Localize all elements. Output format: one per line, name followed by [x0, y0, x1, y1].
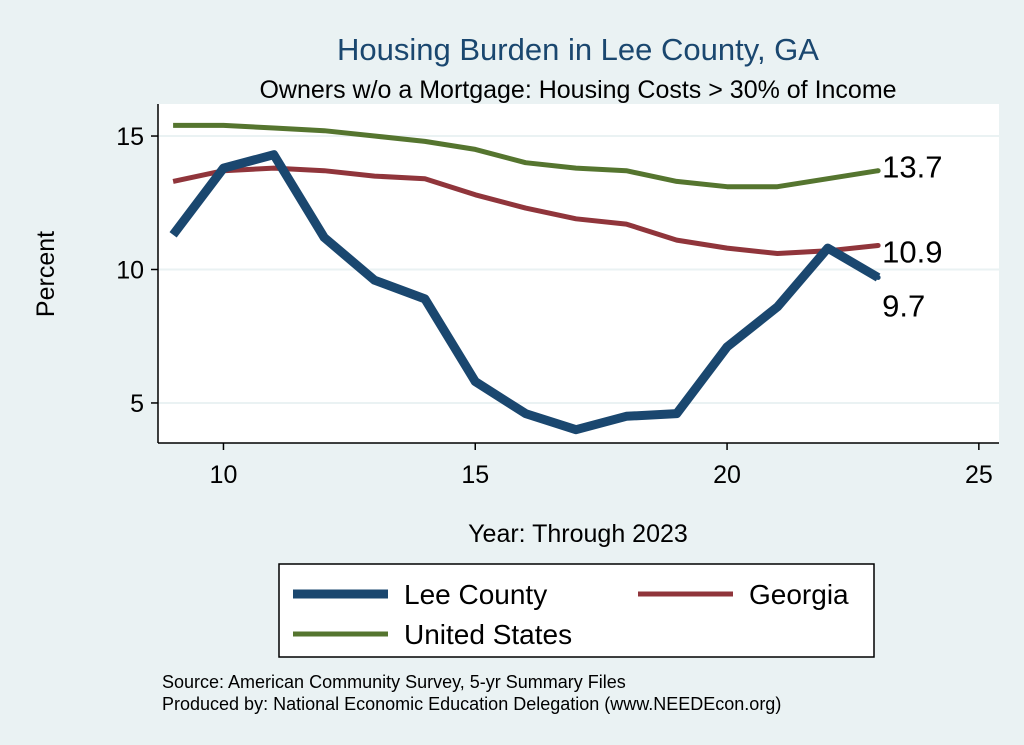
x-tick-label: 15 — [461, 461, 489, 489]
x-tick-label: 20 — [713, 461, 741, 489]
produced-by-line: Produced by: National Economic Education… — [162, 694, 781, 714]
chart-subtitle: Owners w/o a Mortgage: Housing Costs > 3… — [259, 76, 896, 104]
end-labels: 9.7 10.9 13.7 — [882, 150, 942, 324]
end-point-lee-county — [875, 275, 881, 281]
end-label: 13.7 — [882, 150, 942, 185]
end-label: 9.7 — [882, 289, 925, 324]
plot-area — [158, 104, 999, 443]
series-line-georgia — [172, 165, 879, 256]
y-tick-label: 5 — [130, 390, 144, 418]
y-axis-label: Percent — [32, 231, 60, 317]
legend-label: Georgia — [749, 579, 849, 610]
legend-label: United States — [404, 619, 572, 650]
x-axis-label: Year: Through 2023 — [468, 520, 688, 548]
legend: Lee County Georgia United States — [278, 563, 875, 658]
series-line-lee-county — [169, 150, 881, 435]
source-line: Source: American Community Survey, 5-yr … — [162, 672, 626, 692]
legend-label: Lee County — [404, 579, 547, 610]
y-tick-label: 10 — [116, 256, 144, 284]
axes: 5 10 15 10 15 20 25 — [116, 104, 999, 489]
legend-box — [278, 563, 875, 658]
x-tick-label: 25 — [965, 461, 993, 489]
y-tick-label: 15 — [116, 123, 144, 151]
end-point-united-states — [875, 168, 881, 174]
x-tick-label: 10 — [210, 461, 238, 489]
series-group — [169, 122, 881, 435]
series-line-united-states — [173, 122, 879, 190]
end-point-georgia — [875, 242, 881, 248]
chart-title: Housing Burden in Lee County, GA — [337, 32, 819, 67]
end-label: 10.9 — [882, 234, 942, 269]
